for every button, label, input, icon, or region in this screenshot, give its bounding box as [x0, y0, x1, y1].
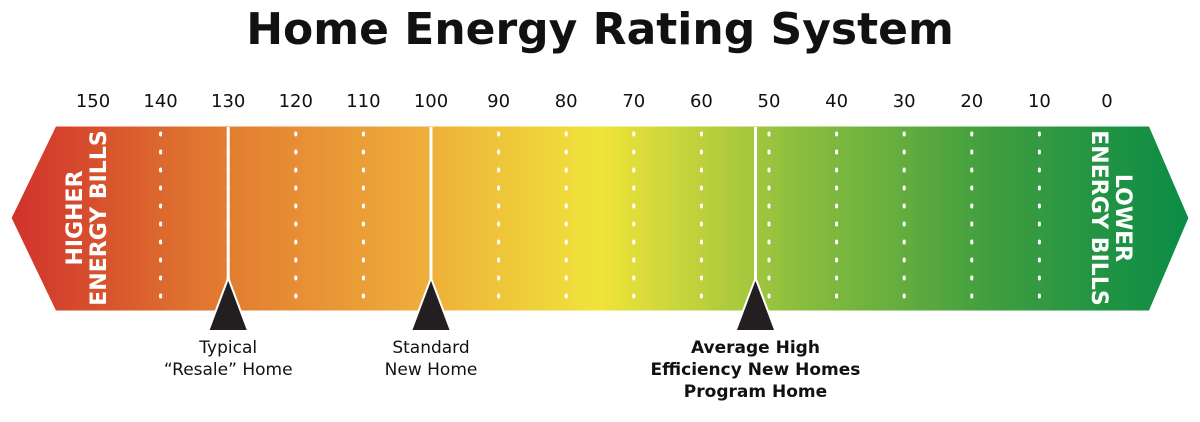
side-label: HIGHER [63, 170, 88, 265]
x-tick-label: 120 [279, 91, 313, 112]
x-tick-label: 50 [758, 91, 781, 112]
x-tick-label: 70 [622, 91, 645, 112]
x-tick-label: 100 [414, 91, 448, 112]
x-tick-label: 60 [690, 91, 713, 112]
marker-label: Average High [691, 338, 820, 358]
marker-label: Standard [392, 338, 469, 358]
marker-label: Typical [198, 338, 257, 358]
x-tick-label: 90 [487, 91, 510, 112]
x-tick-label: 130 [211, 91, 245, 112]
x-tick-label: 10 [1028, 91, 1051, 112]
marker-label: Program Home [684, 382, 827, 402]
x-tick-label: 20 [960, 91, 983, 112]
side-label: LOWER [1110, 174, 1135, 262]
scale-band [8, 123, 1192, 314]
x-tick-label: 110 [346, 91, 380, 112]
marker-triangle [409, 275, 453, 332]
x-tick-label: 80 [555, 91, 578, 112]
marker-label: “Resale” Home [164, 360, 293, 380]
x-tick-label: 30 [893, 91, 916, 112]
side-label: ENERGY BILLS [1086, 130, 1111, 305]
side-label: ENERGY BILLS [87, 130, 112, 305]
x-tick-label: 0 [1101, 91, 1112, 112]
marker-triangle [734, 275, 777, 332]
chart-title: Home Energy Rating System [246, 4, 954, 55]
x-tick-label: 40 [825, 91, 848, 112]
x-tick-label: 140 [143, 91, 177, 112]
x-tick-label: 150 [76, 91, 110, 112]
marker-label: Efficiency New Homes [651, 360, 861, 380]
marker-triangle [206, 275, 250, 332]
marker-label: New Home [385, 360, 478, 380]
